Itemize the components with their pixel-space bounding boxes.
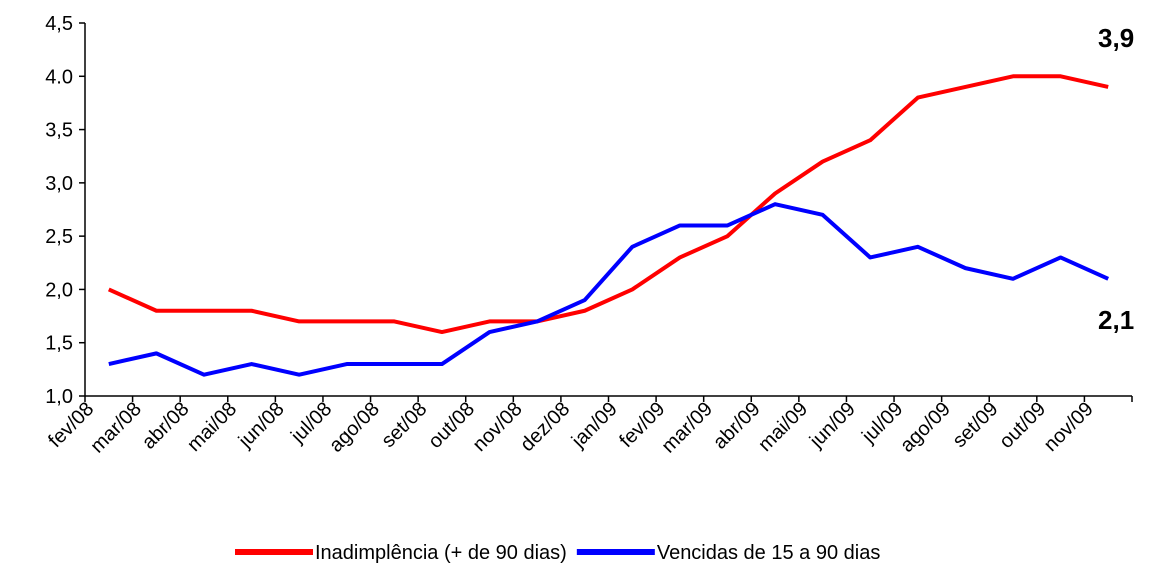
x-tick-label: nov/08 — [469, 398, 527, 456]
y-tick-label: 1,0 — [45, 386, 73, 408]
x-tick-label: set/09 — [948, 398, 1002, 452]
series-line — [108, 202, 1110, 377]
series-line — [107, 74, 1109, 335]
y-tick-label: 1,5 — [45, 333, 73, 355]
legend-label: Inadimplência (+ de 90 dias) — [315, 542, 567, 564]
x-tick-label: mar/08 — [86, 398, 146, 458]
y-tick-label: 3,5 — [45, 120, 73, 142]
x-tick-label: mai/09 — [754, 398, 812, 456]
x-tick-label: jun/09 — [805, 398, 860, 453]
x-tick-label: jan/09 — [567, 398, 622, 453]
x-tick-label: abr/09 — [709, 398, 765, 454]
x-tick-label: mar/09 — [657, 398, 717, 458]
x-tick-label: out/08 — [424, 398, 479, 453]
data-label: 2,1 — [1098, 305, 1134, 335]
x-tick-label: ago/08 — [325, 398, 384, 457]
y-tick-label: 4,5 — [45, 13, 73, 35]
x-tick-label: jun/08 — [234, 398, 289, 453]
x-tick-label: set/08 — [377, 398, 431, 452]
y-tick-label: 2,5 — [45, 226, 73, 248]
x-tick-label: out/09 — [995, 398, 1050, 453]
x-tick-label: nov/09 — [1040, 398, 1098, 456]
x-tick-label: dez/08 — [516, 398, 574, 456]
x-tick-label: abr/08 — [138, 398, 194, 454]
y-tick-label: 2,0 — [45, 279, 73, 301]
x-tick-label: ago/09 — [896, 398, 955, 457]
data-label: 3,9 — [1098, 23, 1134, 53]
legend-label: Vencidas de 15 a 90 dias — [657, 542, 881, 564]
y-tick-label: 3,0 — [45, 173, 73, 195]
x-tick-label: mai/08 — [183, 398, 241, 456]
y-tick-label: 4.0 — [45, 66, 73, 88]
